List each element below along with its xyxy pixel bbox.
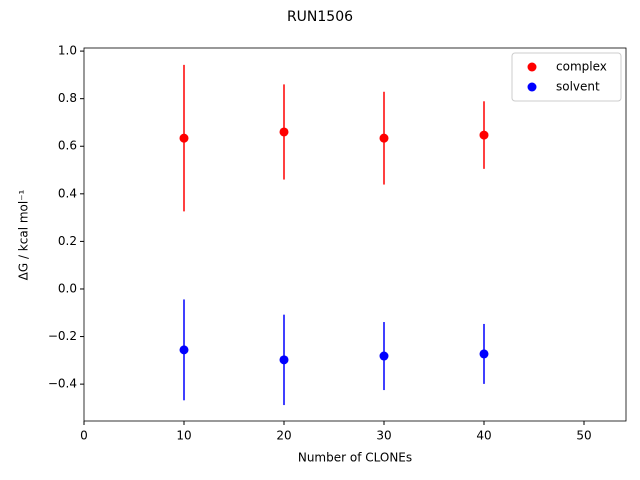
point: [279, 355, 289, 365]
y-axis-label: ΔG / kcal mol⁻¹: [17, 189, 31, 280]
y-tick-label: −0.4: [48, 377, 77, 391]
x-tick-label: 50: [576, 429, 591, 443]
legend-marker: [527, 82, 537, 92]
y-tick-label: 0.6: [58, 139, 77, 153]
legend-label: solvent: [556, 80, 600, 94]
point: [179, 133, 189, 143]
x-tick-label: 10: [176, 429, 191, 443]
plot-frame: [83, 47, 627, 422]
x-tick-label: 20: [276, 429, 291, 443]
y-tick-label: 0.8: [58, 91, 77, 105]
x-tick-label: 40: [476, 429, 491, 443]
y-tick-label: 0.0: [58, 281, 77, 295]
y-tick-label: 1.0: [58, 44, 77, 58]
x-tick-label: 30: [376, 429, 391, 443]
y-tick-label: 0.4: [58, 186, 77, 200]
legend-label: complex: [556, 60, 607, 74]
legend-box: [511, 52, 622, 102]
point: [279, 127, 289, 137]
y-tick-label: −0.2: [48, 329, 77, 343]
legend-marker: [527, 62, 537, 72]
point: [379, 351, 389, 361]
x-axis-label: Number of CLONEs: [298, 451, 412, 465]
chart-title: RUN1506: [287, 9, 353, 25]
point: [179, 345, 189, 355]
x-tick-label: 0: [80, 429, 88, 443]
y-tick-label: 0.2: [58, 234, 77, 248]
point: [479, 349, 489, 359]
point: [379, 133, 389, 143]
point: [479, 130, 489, 140]
